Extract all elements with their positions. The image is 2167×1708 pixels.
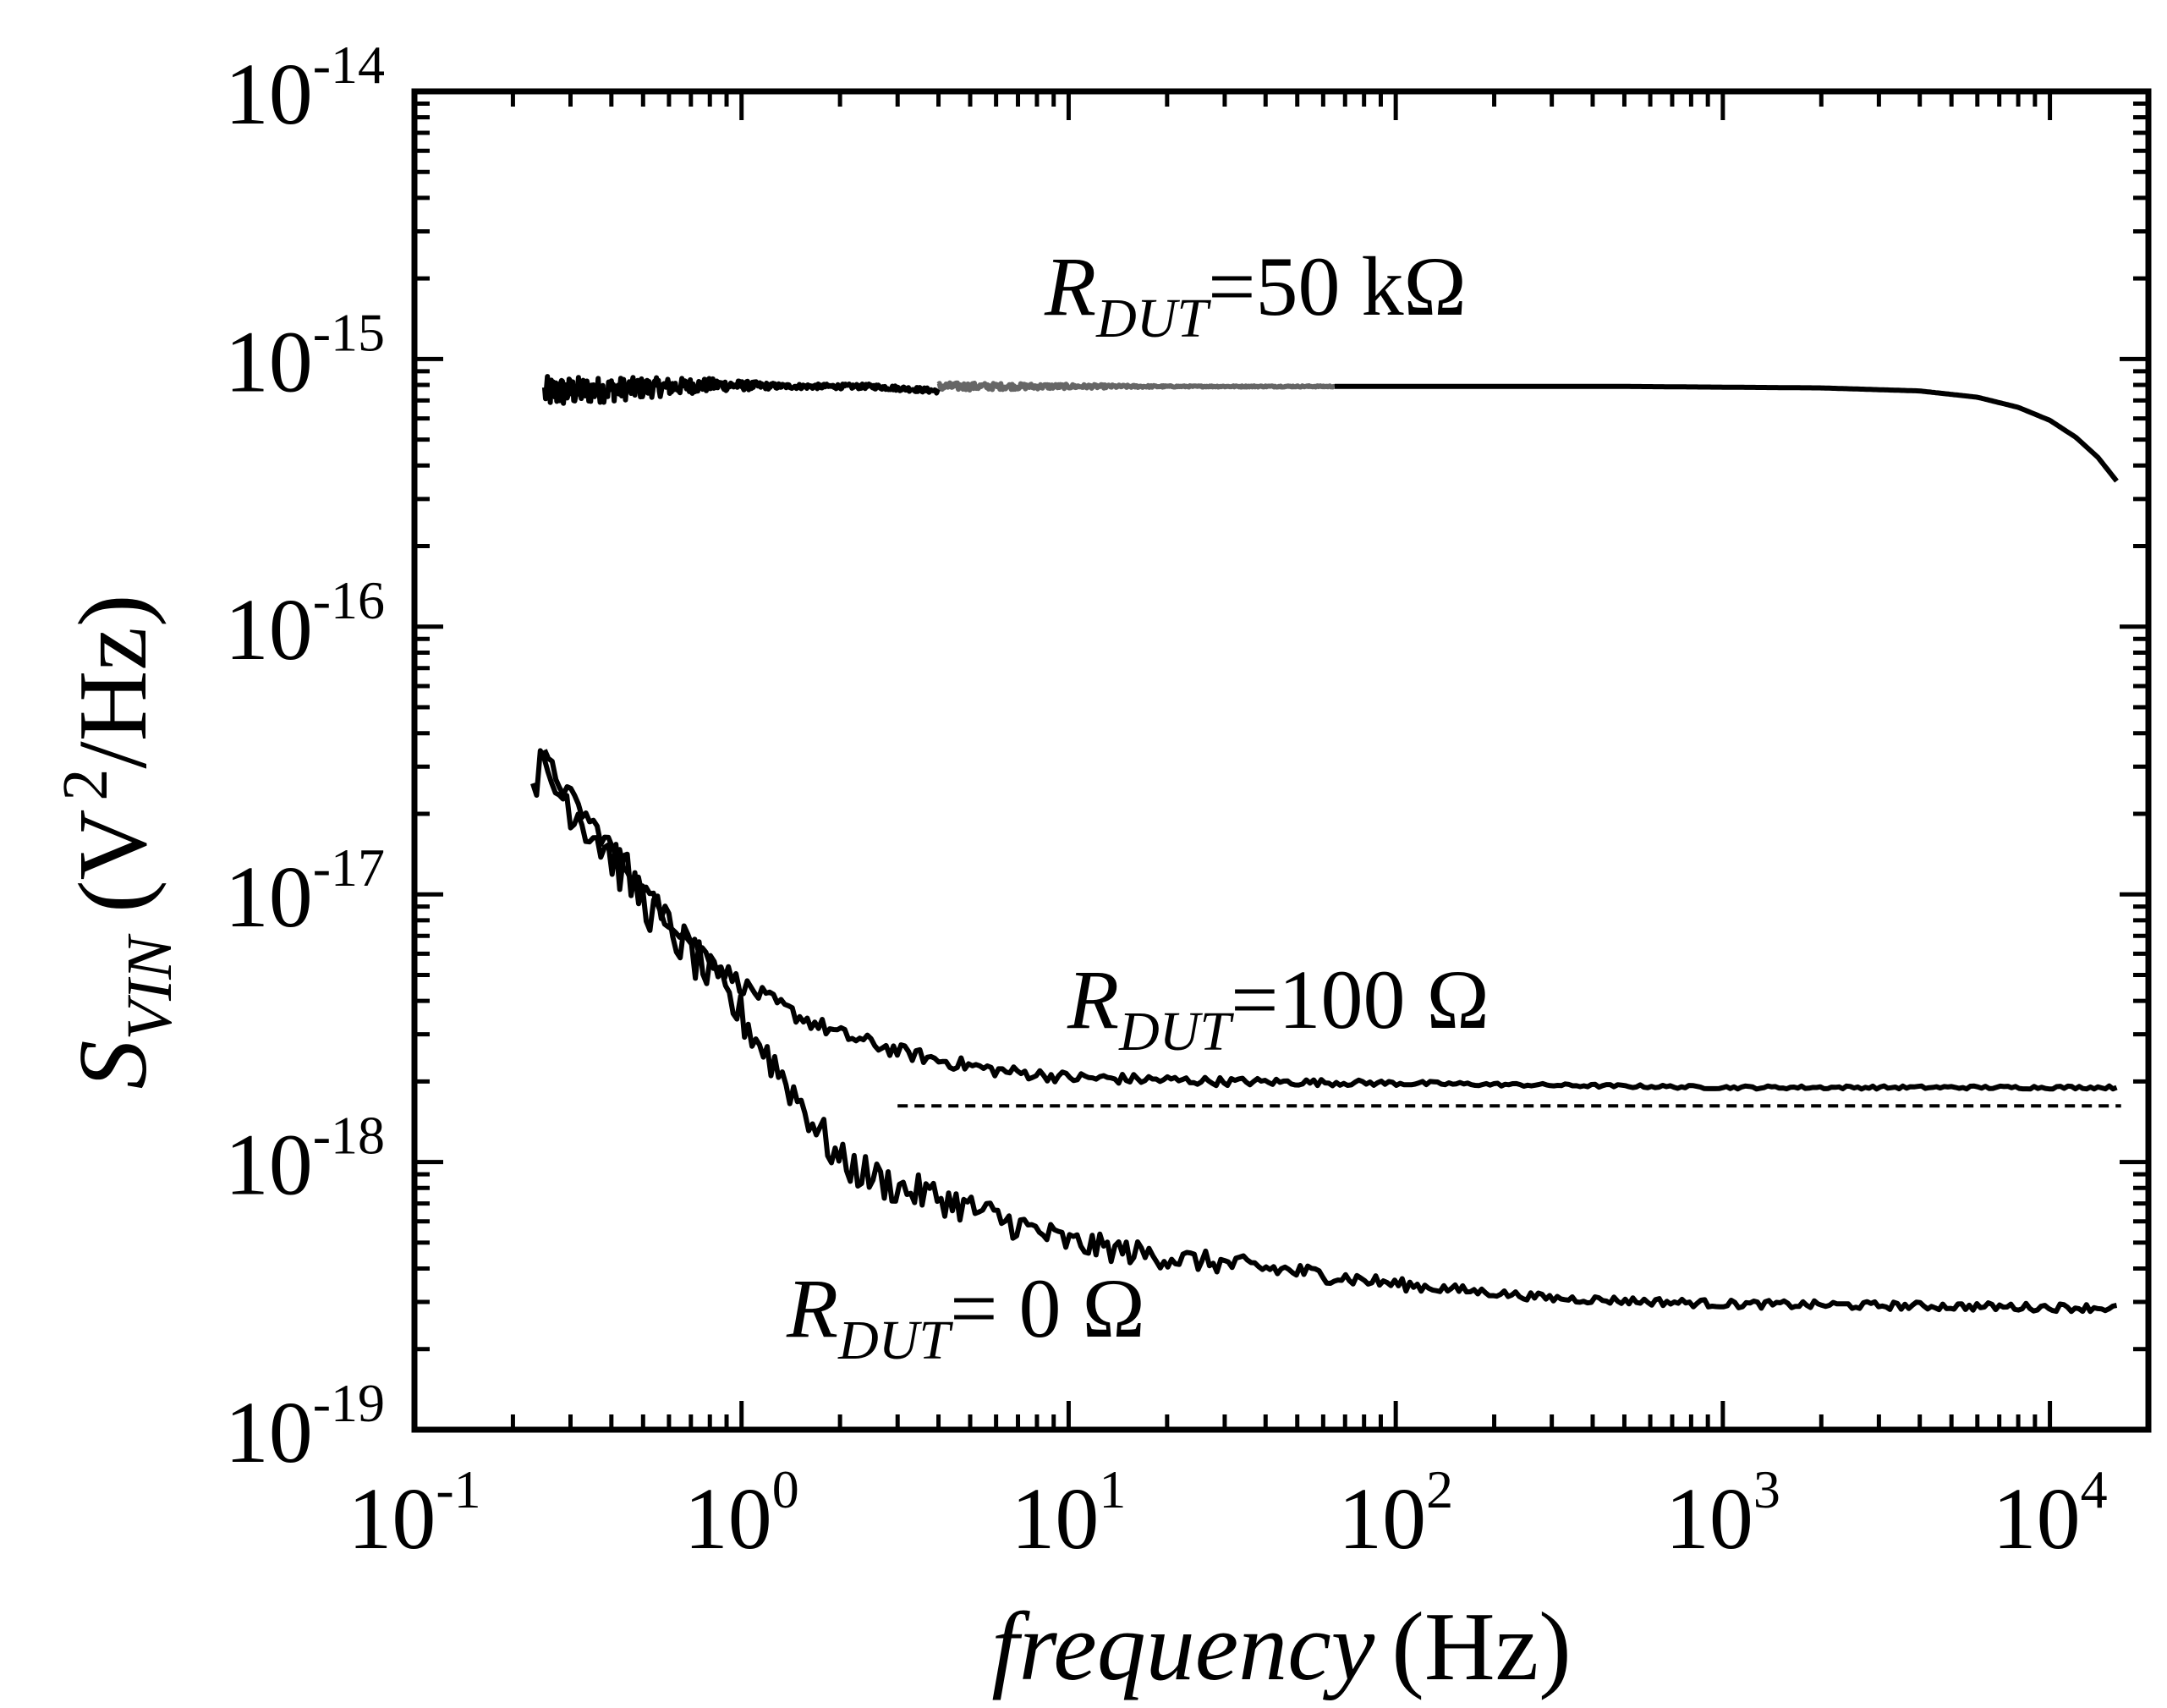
x-tick-label: 104 <box>1993 1459 2108 1568</box>
series-line-1 <box>936 380 1336 393</box>
annotation-100-value: =100 Ω <box>1231 953 1489 1046</box>
y-tick-label: 10-18 <box>225 1106 385 1214</box>
y-tick-label-base: 10 <box>225 313 313 410</box>
series-line-4 <box>530 748 2118 1315</box>
annotation-100-symbol: R <box>1067 953 1119 1046</box>
x-tick-label-base: 10 <box>1338 1470 1426 1568</box>
annotation-100: RDUT=100 Ω <box>1067 953 1489 1063</box>
series-layer <box>530 374 2121 1315</box>
annotation-50k-symbol: R <box>1044 239 1096 333</box>
annotation-0-symbol: R <box>786 1261 838 1355</box>
x-tick-label-exponent: 0 <box>772 1459 799 1519</box>
y-tick-label-base: 10 <box>225 46 313 143</box>
annotation-50k-subscript: DUT <box>1095 288 1211 349</box>
y-tick-label-exponent: -19 <box>313 1373 385 1433</box>
y-tick-label-exponent: -14 <box>313 35 385 95</box>
x-tick-label: 100 <box>684 1459 799 1568</box>
y-tick-label-base: 10 <box>225 849 313 946</box>
y-tick-label: 10-19 <box>225 1373 385 1481</box>
x-tick-label: 101 <box>1011 1459 1126 1568</box>
axis-ticks <box>412 91 2151 1432</box>
x-tick-label-exponent: 1 <box>1099 1459 1126 1519</box>
x-axis-title-unit: (Hz) <box>1391 1593 1572 1701</box>
y-tick-label-exponent: -15 <box>313 302 385 362</box>
x-axis-title: frequency (Hz) <box>991 1593 1572 1701</box>
y-axis-title-unit-exponent: 2 <box>50 769 121 801</box>
x-tick-label-base: 10 <box>1665 1470 1753 1568</box>
plot-border <box>411 88 2152 1433</box>
y-tick-label: 10-15 <box>225 302 385 410</box>
annotation-0-subscript: DUT <box>837 1310 953 1371</box>
annotation-0: RDUT= 0 Ω <box>786 1261 1145 1371</box>
annotation-50k: RDUT=50 kΩ <box>1044 239 1467 349</box>
y-tick-label-exponent: -18 <box>313 1106 385 1166</box>
plot-frame <box>411 88 2152 1433</box>
x-tick-label-base: 10 <box>1993 1470 2081 1568</box>
x-tick-label-exponent: 3 <box>1753 1459 1780 1519</box>
y-axis-title: SVIN (V 2/Hz) <box>50 595 185 1090</box>
y-tick-label-base: 10 <box>225 1117 313 1214</box>
x-tick-labels: 10-1 100 101 102 103 104 <box>348 1459 2107 1568</box>
x-tick-label: 103 <box>1665 1459 1780 1568</box>
y-axis-title-subscript: VIN <box>114 933 185 1041</box>
y-tick-label-exponent: -17 <box>313 838 385 898</box>
x-tick-label-exponent: -1 <box>436 1459 480 1519</box>
x-tick-label: 102 <box>1338 1459 1453 1568</box>
x-tick-label-exponent: 4 <box>2081 1459 2108 1519</box>
x-tick-label: 10-1 <box>348 1459 480 1568</box>
series-line-0 <box>541 374 941 406</box>
x-tick-label-base: 10 <box>348 1470 436 1568</box>
series-line-2 <box>1334 383 2119 483</box>
y-axis-title-unit-open: (V <box>59 810 167 913</box>
x-tick-label-base: 10 <box>1011 1470 1099 1568</box>
y-tick-label-base: 10 <box>225 1384 313 1481</box>
annotation-0-value: = 0 Ω <box>950 1261 1145 1355</box>
y-axis-title-symbol: S <box>59 1040 167 1089</box>
x-axis-title-variable: frequency <box>991 1593 1375 1701</box>
y-tick-label: 10-14 <box>225 35 385 143</box>
y-tick-label-exponent: -16 <box>313 570 385 630</box>
y-tick-label: 10-17 <box>225 838 385 946</box>
annotation-100-subscript: DUT <box>1118 1001 1234 1063</box>
y-tick-label: 10-16 <box>225 570 385 678</box>
y-tick-label-base: 10 <box>225 581 313 678</box>
x-tick-label-base: 10 <box>684 1470 772 1568</box>
x-tick-label-exponent: 2 <box>1426 1459 1453 1519</box>
series-line-3 <box>542 749 2118 1092</box>
annotation-50k-value: =50 kΩ <box>1208 239 1467 333</box>
y-axis-title-unit-close: /Hz) <box>59 595 167 769</box>
